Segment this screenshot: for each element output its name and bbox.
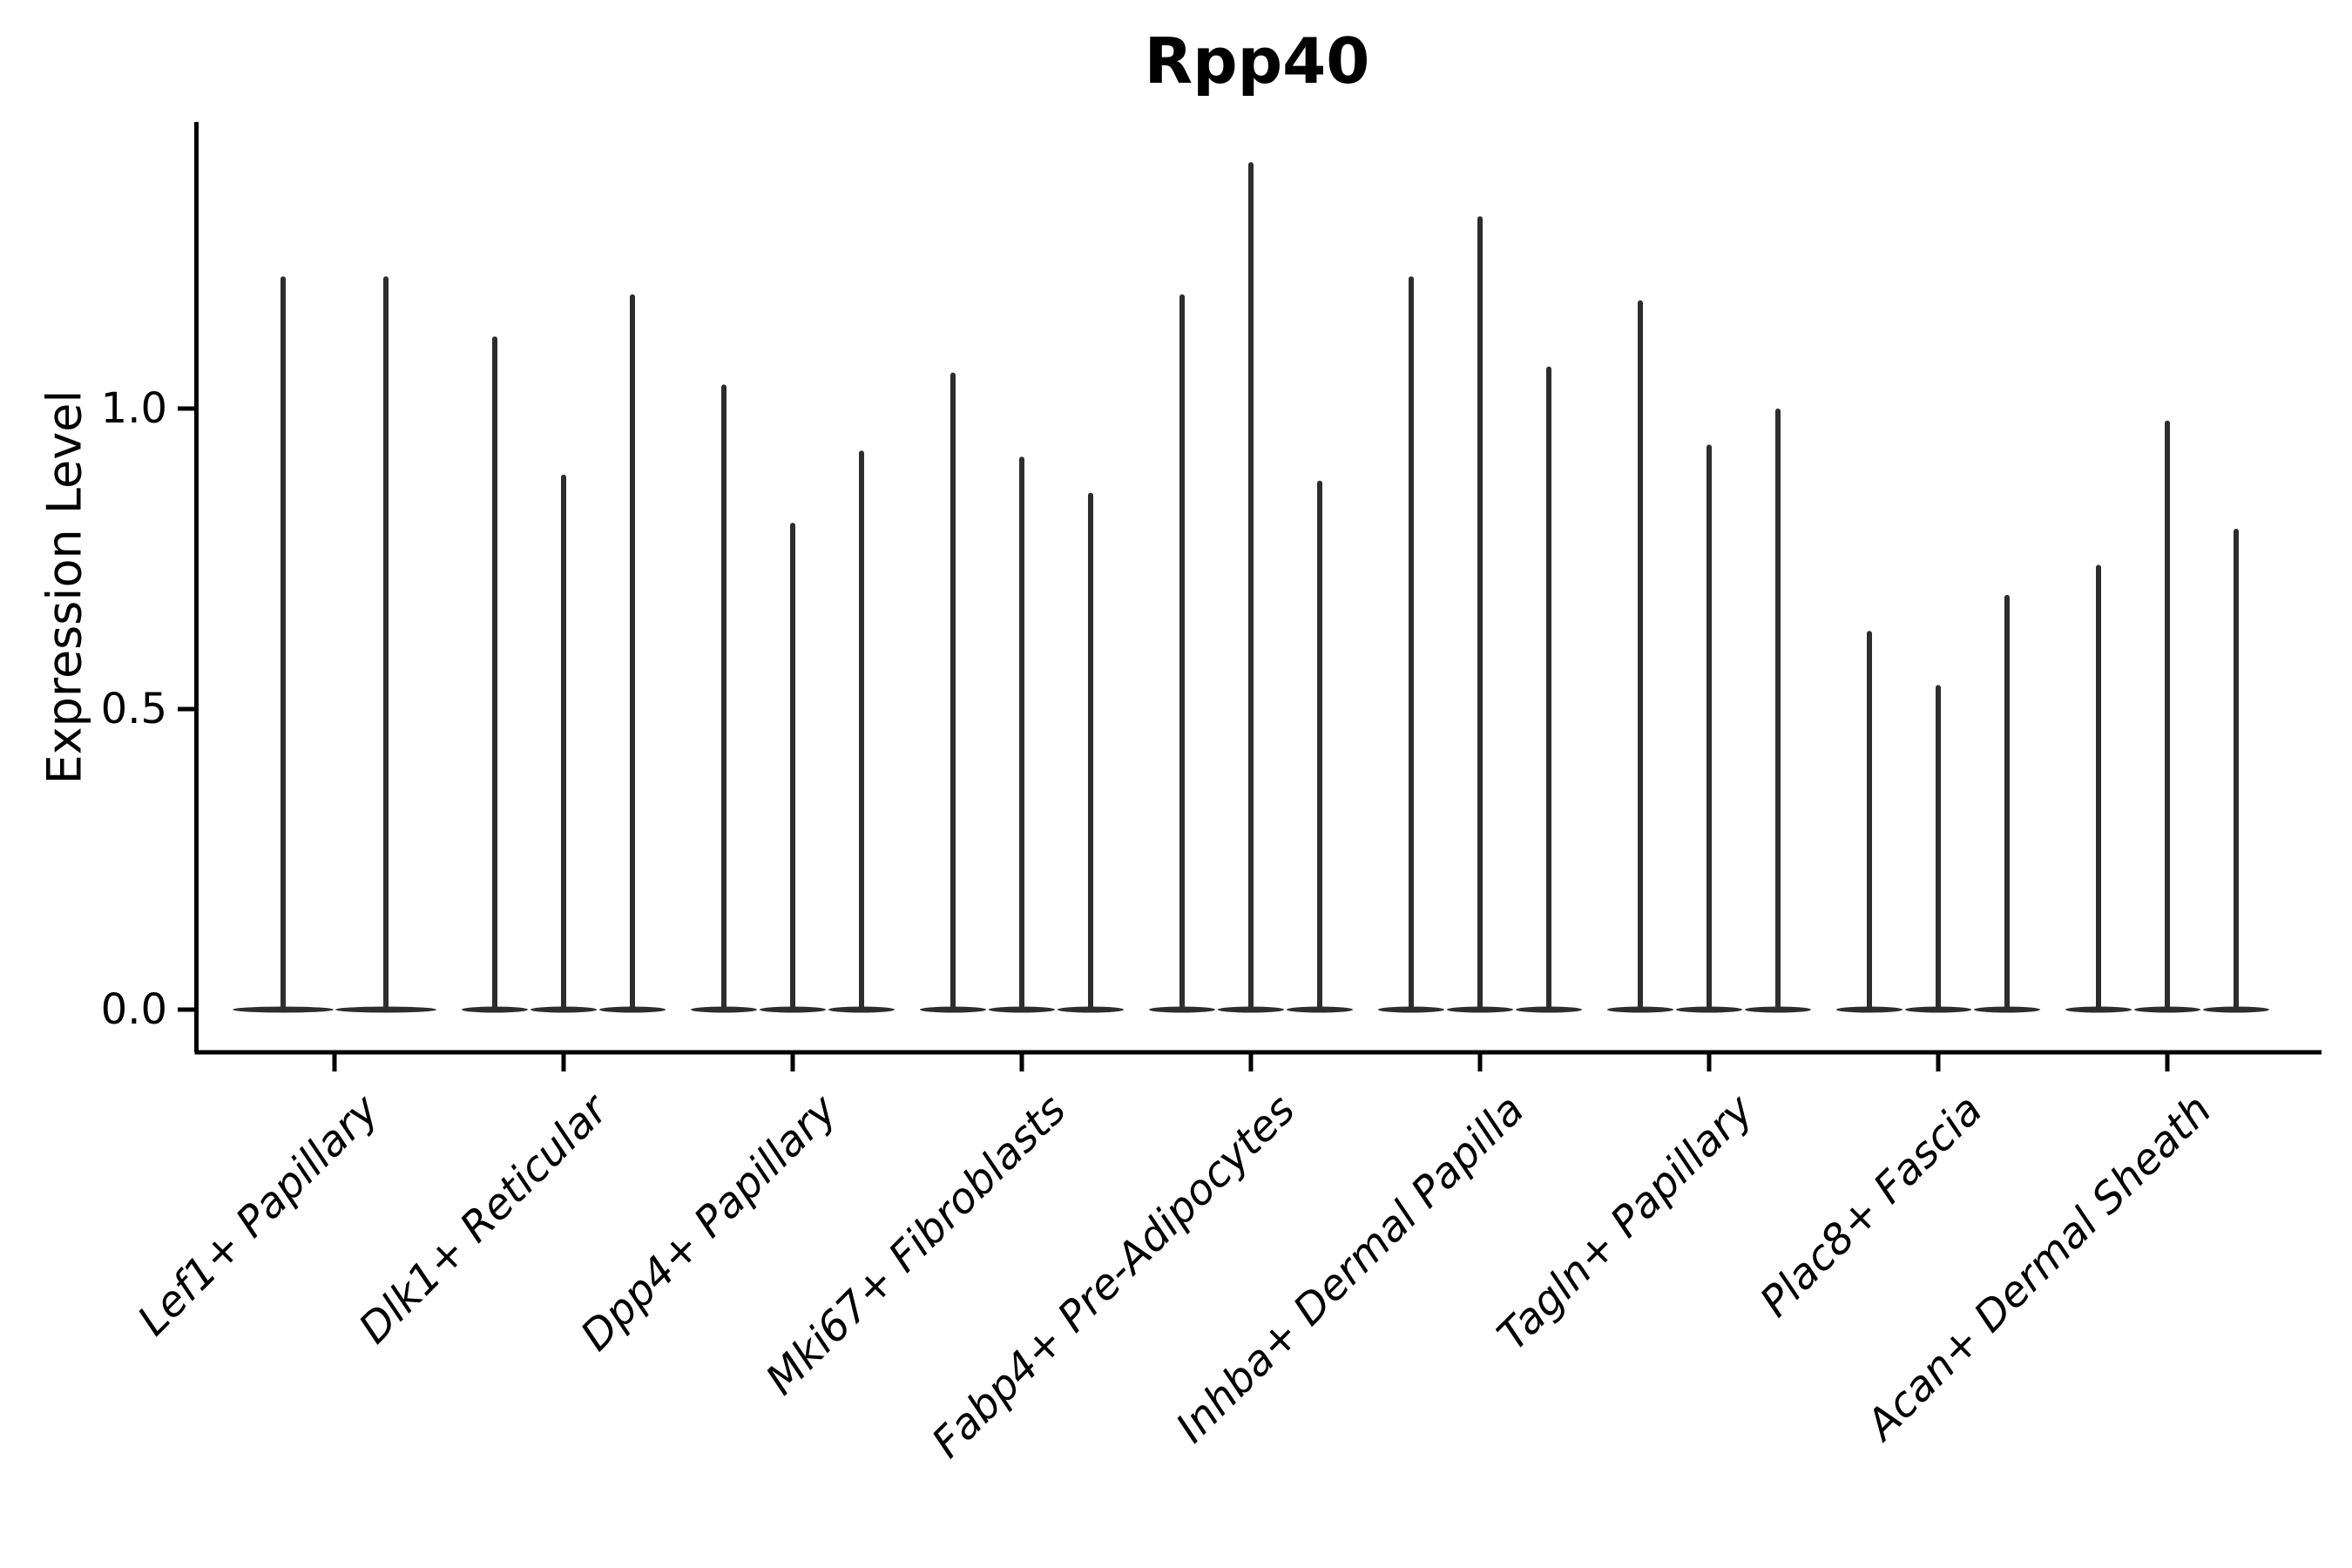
violin-spike bbox=[1936, 685, 1941, 1013]
violin-spike bbox=[2234, 529, 2239, 1013]
y-tick-label: 0.5 bbox=[100, 685, 167, 733]
violin-spike bbox=[383, 276, 389, 1013]
violin-spike bbox=[1707, 444, 1712, 1013]
violin-spike bbox=[1248, 162, 1254, 1013]
y-tick-label: 1.0 bbox=[100, 384, 167, 433]
violin-spike bbox=[630, 294, 635, 1013]
violin-spike bbox=[1179, 294, 1185, 1013]
violin-spike bbox=[1477, 216, 1483, 1013]
violin-spike bbox=[1409, 276, 1414, 1013]
violin-spike bbox=[790, 523, 795, 1013]
violin-spike bbox=[1638, 300, 1643, 1013]
violin-spike bbox=[2004, 594, 2010, 1013]
y-tick-label: 0.0 bbox=[100, 985, 167, 1034]
violin-spike bbox=[561, 474, 566, 1013]
violin-spike bbox=[2096, 564, 2101, 1013]
violin-spike bbox=[1775, 409, 1781, 1013]
violin-spike bbox=[1546, 366, 1551, 1013]
violin-spike bbox=[1088, 492, 1093, 1013]
violin-spike bbox=[859, 450, 864, 1013]
violin-spike bbox=[280, 276, 286, 1013]
violin-spike bbox=[721, 384, 727, 1013]
violin-spike bbox=[1317, 480, 1322, 1013]
chart-title: Rpp40 bbox=[1144, 24, 1370, 98]
violin-spike bbox=[1019, 456, 1024, 1013]
violin-spike bbox=[492, 336, 497, 1013]
violin-spike bbox=[1867, 631, 1872, 1013]
violin-spike bbox=[2165, 420, 2170, 1013]
violin-spike bbox=[950, 372, 956, 1013]
